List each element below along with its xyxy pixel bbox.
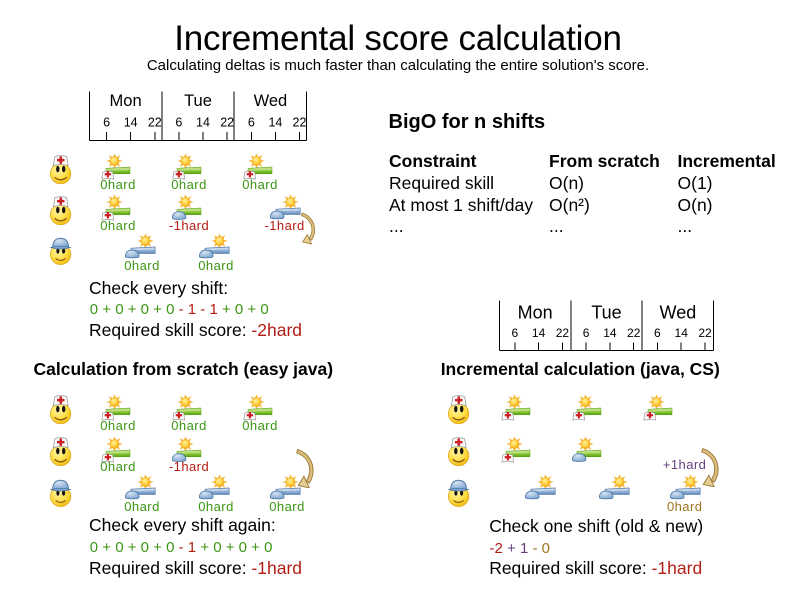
svg-text:22: 22 bbox=[556, 326, 570, 340]
svg-text:Mon: Mon bbox=[518, 302, 553, 322]
svg-text:14: 14 bbox=[675, 326, 689, 340]
svg-text:14: 14 bbox=[268, 115, 282, 129]
svg-text:14: 14 bbox=[124, 115, 138, 129]
svg-text:14: 14 bbox=[532, 326, 546, 340]
svg-text:22: 22 bbox=[148, 115, 162, 129]
svg-text:Wed: Wed bbox=[254, 92, 288, 110]
svg-text:Tue: Tue bbox=[184, 92, 212, 110]
svg-text:22: 22 bbox=[698, 326, 712, 340]
svg-text:22: 22 bbox=[220, 115, 234, 129]
svg-text:6: 6 bbox=[654, 326, 661, 340]
svg-text:6: 6 bbox=[248, 115, 255, 129]
svg-text:Tue: Tue bbox=[591, 302, 621, 322]
svg-text:Mon: Mon bbox=[110, 92, 142, 110]
svg-text:14: 14 bbox=[603, 326, 617, 340]
svg-text:22: 22 bbox=[293, 115, 307, 129]
svg-text:22: 22 bbox=[627, 326, 641, 340]
svg-text:Wed: Wed bbox=[660, 302, 697, 322]
svg-text:6: 6 bbox=[103, 115, 110, 129]
svg-text:14: 14 bbox=[196, 115, 210, 129]
svg-text:6: 6 bbox=[583, 326, 590, 340]
svg-text:6: 6 bbox=[511, 326, 518, 340]
svg-text:6: 6 bbox=[175, 115, 182, 129]
